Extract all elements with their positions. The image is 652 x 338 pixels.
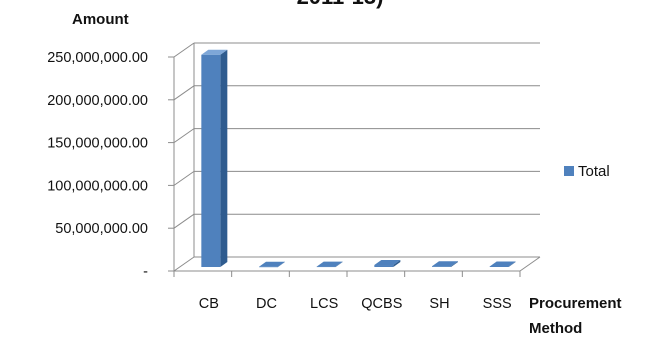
- bar-SH: [432, 261, 458, 267]
- gridline-side-3: [173, 128, 195, 144]
- y-tick-labels: - 50,000,000.00 100,000,000.00 150,000,000.…: [47, 50, 148, 280]
- x-tick-label-CB: CB: [199, 296, 219, 312]
- bar-top-LCS: [316, 261, 343, 267]
- gridline-side-0: [173, 256, 195, 272]
- x-axis-title-line-1: Procurement: [529, 295, 622, 312]
- bar-CB: [201, 49, 228, 267]
- x-tick-label-SH: SH: [429, 296, 449, 312]
- chart-title: 2011-13): [297, 0, 384, 9]
- bar-top-DC: [259, 261, 285, 267]
- bar-side-DC: [278, 261, 285, 267]
- bar-LCS: [316, 261, 343, 268]
- bar-side-LCS: [335, 261, 343, 267]
- y-tick-label-5: 250,000,000.00: [47, 50, 148, 66]
- gridline-side-4: [173, 85, 195, 101]
- gridline-side-1: [173, 213, 195, 229]
- bar-top-QCBS: [374, 260, 401, 266]
- legend: Total: [564, 163, 610, 180]
- bar-front-LCS: [316, 266, 336, 268]
- x-axis-title-line-2: Method: [529, 320, 582, 337]
- gridline-side-5: [173, 42, 195, 58]
- y-tick-label-2: 100,000,000.00: [47, 178, 148, 194]
- legend-swatch-total: [564, 166, 574, 176]
- floor-right-edge: [519, 256, 541, 272]
- bar-side-QCBS: [393, 260, 401, 267]
- bar-front-QCBS: [374, 265, 394, 267]
- bar-front-DC: [259, 266, 278, 268]
- x-tick-labels: CB DC LCS QCBS SH SSS: [199, 296, 512, 312]
- y-tick-label-3: 150,000,000.00: [47, 136, 148, 152]
- bar-front-SSS: [489, 266, 509, 267]
- x-tick-label-SSS: SSS: [483, 296, 512, 312]
- x-tick-label-LCS: LCS: [310, 296, 338, 312]
- bar-SSS: [489, 261, 516, 267]
- y-tick-label-1: 50,000,000.00: [55, 221, 148, 237]
- y-tick-label-0: -: [143, 264, 148, 280]
- gridlines: [168, 42, 541, 277]
- bar-top-CB: [201, 49, 228, 55]
- legend-label-total: Total: [578, 163, 610, 180]
- x-tick-label-DC: DC: [256, 296, 277, 312]
- bar-side-CB: [220, 49, 228, 267]
- bar-top-SSS: [489, 261, 516, 267]
- bar-QCBS: [374, 260, 401, 267]
- y-tick-label-4: 200,000,000.00: [47, 93, 148, 109]
- gridline-side-2: [173, 170, 195, 186]
- bar-top-SH: [432, 261, 458, 267]
- bar-front-SH: [432, 266, 451, 267]
- x-tick-label-QCBS: QCBS: [361, 296, 402, 312]
- y-axis-title: Amount: [72, 11, 129, 28]
- bar-side-SSS: [508, 261, 516, 267]
- bars: [201, 49, 516, 268]
- bar-front-CB: [201, 54, 221, 267]
- bar-side-SH: [451, 261, 458, 267]
- bar-DC: [259, 261, 285, 268]
